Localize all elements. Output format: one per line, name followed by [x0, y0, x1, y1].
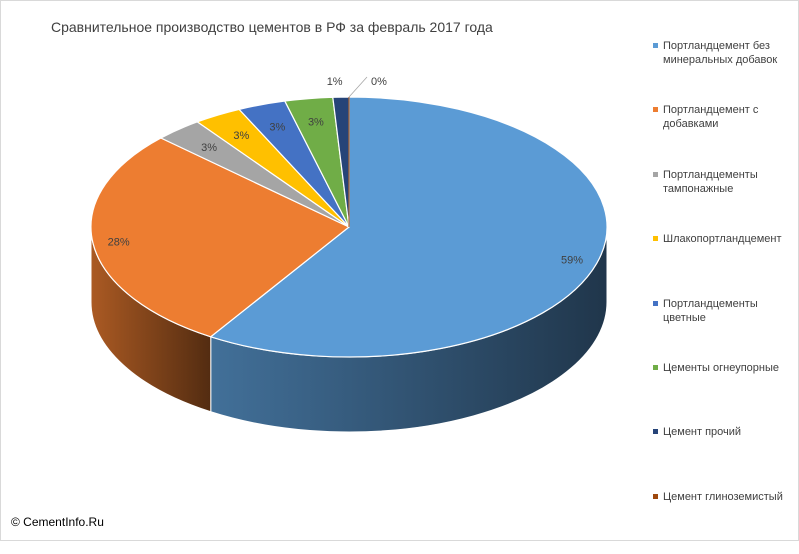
data-label-5: 3% — [308, 117, 324, 129]
legend-swatch — [653, 107, 658, 113]
pie-slice-1[interactable] — [90, 137, 351, 338]
data-label-3: 3% — [233, 130, 249, 142]
chart-title: Сравнительное производство цементов в РФ… — [51, 19, 493, 35]
data-label-1: 28% — [108, 237, 130, 249]
legend-label: Портландцемент без минеральных добавок — [663, 40, 778, 66]
legend-item[interactable]: Портландцементы цветные — [653, 297, 795, 361]
legend-item[interactable]: Портландцементы тампонажные — [653, 168, 795, 232]
legend-item[interactable]: Цемент глиноземистый — [653, 490, 795, 554]
legend-label: Портландцемент с добавками — [663, 104, 759, 131]
data-label-6: 1% — [327, 76, 343, 88]
data-label-0: 59% — [561, 255, 583, 267]
data-label-7: 0% — [371, 76, 387, 88]
legend-label: Портландцементы тампонажные — [663, 168, 758, 195]
legend-label: Цемент глиноземистый — [663, 490, 783, 503]
legend-item[interactable]: Цементы огнеупорные — [653, 361, 795, 425]
legend-swatch — [653, 236, 658, 242]
legend-item[interactable]: Портландцемент с добавками — [653, 103, 795, 167]
legend-label: Шлакопортландцемент — [663, 233, 782, 246]
data-label-4: 3% — [269, 122, 285, 134]
data-labels: 59% 28% 3% 3% 3% 3% 1% 0% — [108, 76, 584, 267]
legend-swatch — [653, 300, 658, 306]
legend-swatch — [653, 171, 658, 177]
legend-swatch — [653, 493, 658, 499]
legend-swatch — [653, 364, 658, 370]
legend-label: Цемент прочий — [663, 426, 742, 439]
data-label-2: 3% — [201, 142, 217, 154]
pie-slice-0[interactable] — [209, 96, 608, 358]
legend-item[interactable]: Шлакопортландцемент — [653, 232, 795, 296]
legend-swatch — [653, 43, 658, 48]
legend-label: Цементы огнеупорные — [663, 361, 779, 374]
pie-chart: 59% 28% 3% 3% 3% 3% 1% 0% — [90, 76, 608, 433]
leader-line — [348, 76, 368, 98]
copyright-credit: © CementInfo.Ru — [11, 515, 104, 529]
legend-item[interactable]: Портландцемент без минеральных добавок — [653, 39, 795, 103]
legend-item[interactable]: Цемент прочий — [653, 425, 795, 489]
legend-label: Портландцементы цветные — [663, 297, 758, 324]
chart-legend: Портландцемент без минеральных добавок По… — [653, 39, 795, 554]
pie-slices — [90, 96, 608, 358]
legend-swatch — [653, 429, 658, 435]
chart-frame: Сравнительное производство цементов в РФ… — [0, 0, 799, 541]
